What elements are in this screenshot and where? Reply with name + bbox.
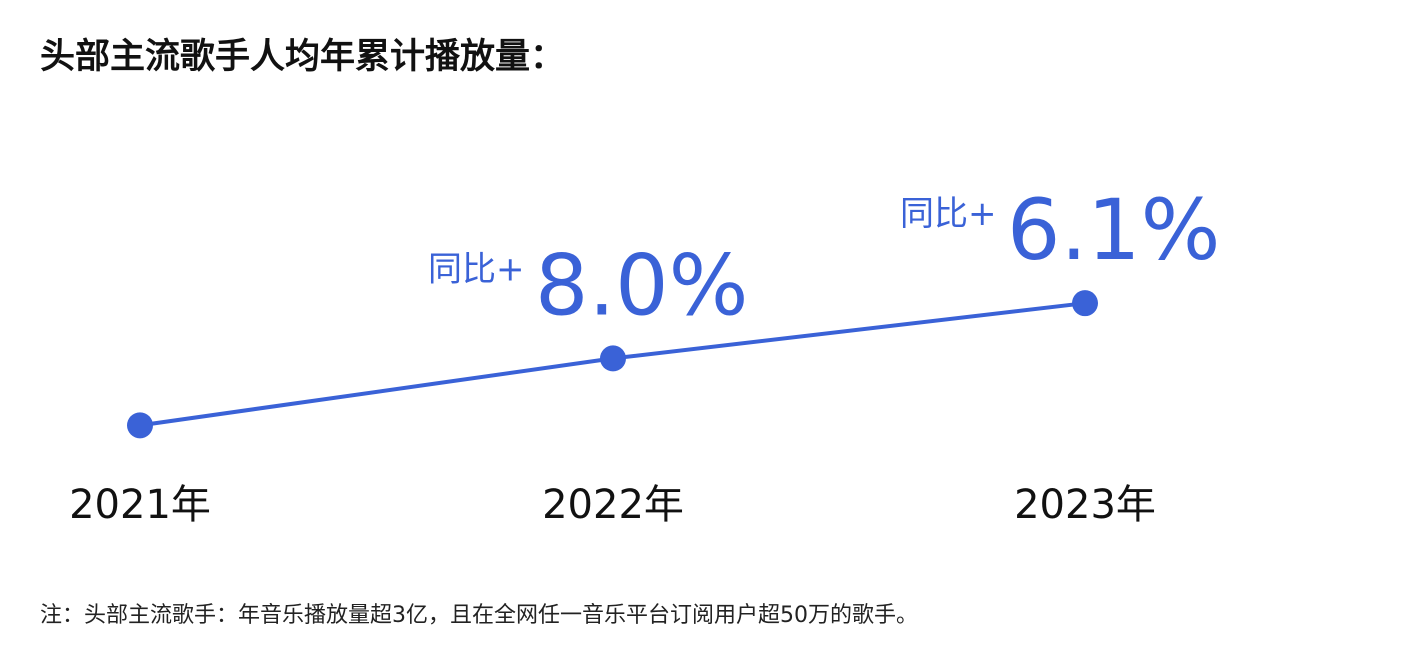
x-tick-label: 2022年 (542, 482, 684, 528)
point (1072, 290, 1098, 317)
footnote: 注：头部主流歌手：年音乐播放量超3亿，且在全网任一音乐平台订阅用户超50万的歌手… (40, 603, 918, 628)
x-tick-label: 2021年 (69, 482, 211, 528)
chart-title: 头部主流歌手人均年累计播放量： (40, 37, 565, 77)
annotation-value: 8.0% (535, 236, 748, 334)
annotation-prefix: 同比+ (900, 194, 997, 234)
annotation-prefix: 同比+ (428, 249, 525, 289)
point (127, 412, 153, 439)
annotation-value: 6.1% (1007, 181, 1220, 279)
point (600, 345, 626, 372)
x-tick-label: 2023年 (1014, 482, 1156, 528)
